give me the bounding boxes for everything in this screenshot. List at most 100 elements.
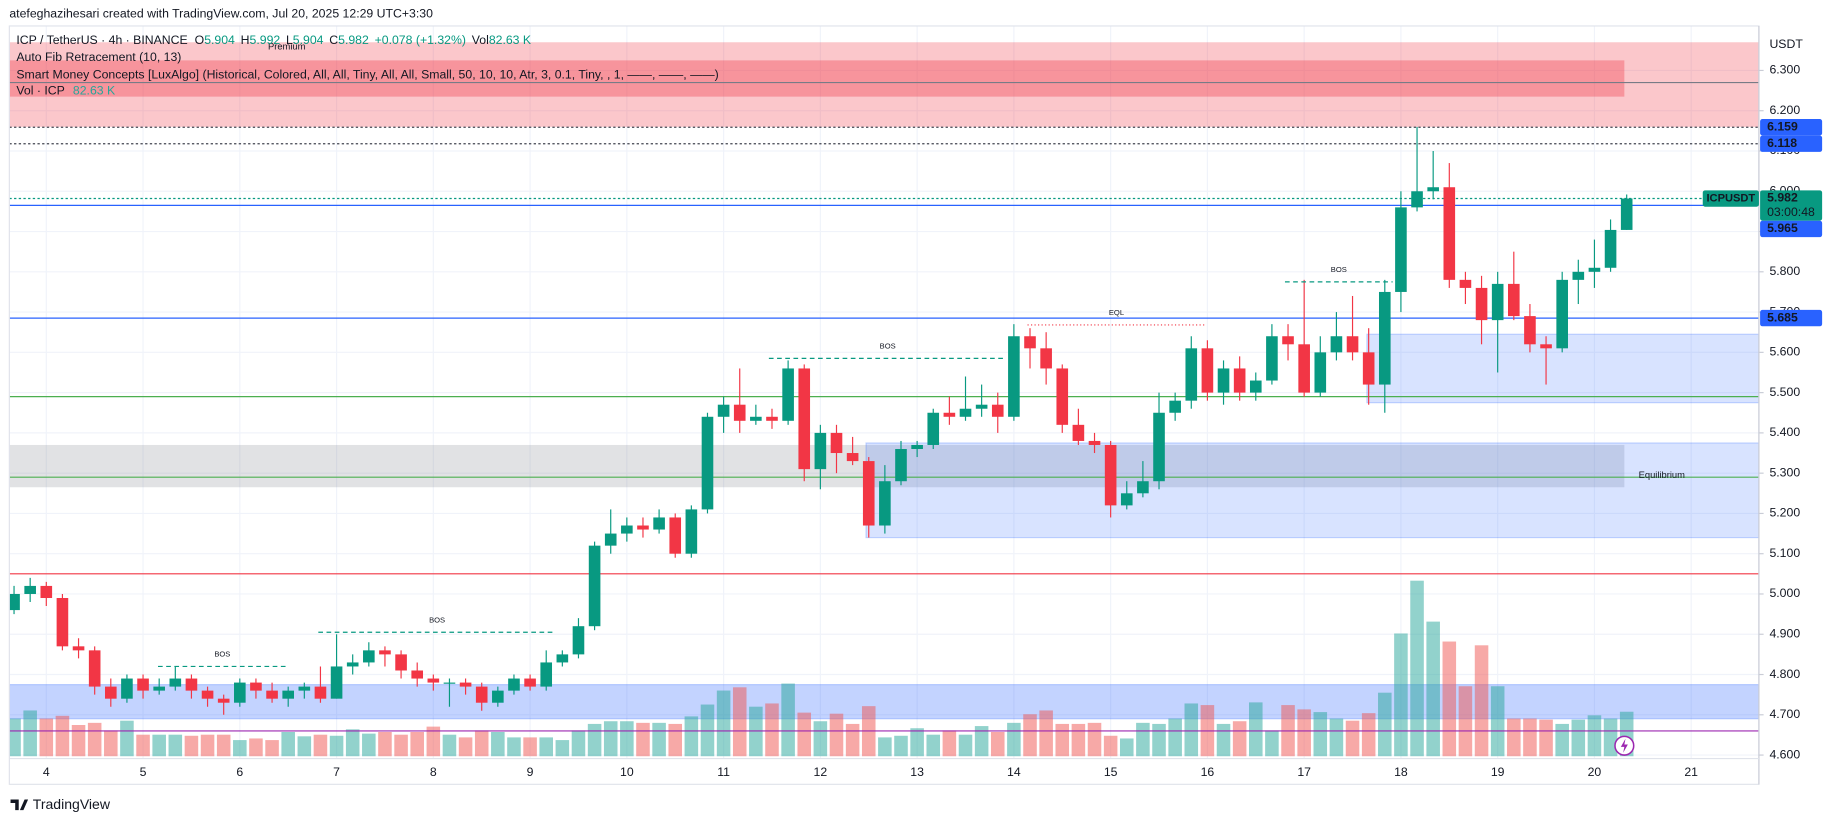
y-tick-label: 5.100 <box>1769 546 1800 560</box>
volume-bar <box>684 716 699 757</box>
indicator-label: Auto Fib Retracement (10, 13) <box>16 50 181 64</box>
volume-bar <box>297 736 312 757</box>
volume-bar <box>39 718 54 757</box>
candle-body <box>927 412 940 445</box>
x-tick-label: 5 <box>140 765 147 779</box>
candle-body <box>234 682 246 703</box>
volume-bar <box>9 718 21 757</box>
volume-bar <box>1007 722 1021 757</box>
candle-body <box>1475 287 1488 321</box>
candle-body <box>88 650 101 687</box>
volume-bar <box>265 740 279 757</box>
legend-key: Vol <box>472 33 489 47</box>
volume-bar <box>1087 722 1102 757</box>
zone-label: Equilibrium <box>1639 470 1685 480</box>
x-tick-label: 15 <box>1104 765 1118 779</box>
structure-label: EQL <box>1109 308 1124 317</box>
candle-body <box>185 678 198 691</box>
candle-body <box>1588 267 1601 272</box>
candle-body <box>346 662 359 667</box>
price-badge <box>1760 309 1823 327</box>
volume-bar <box>555 740 570 757</box>
price-badge <box>1760 190 1823 221</box>
candle-body <box>1604 229 1617 268</box>
volume-bar <box>732 687 747 757</box>
y-tick-label: 6.300 <box>1769 63 1800 77</box>
candle-body <box>1120 493 1133 506</box>
volume-legend-name: Vol · ICP <box>16 84 64 98</box>
candle-body <box>250 682 262 691</box>
volume-bar <box>1119 738 1134 757</box>
candle-body <box>814 432 827 470</box>
volume-bar <box>652 722 666 757</box>
zone-label: Premium <box>268 42 306 52</box>
candle-body <box>314 686 327 699</box>
y-tick-label: 4.600 <box>1769 747 1800 761</box>
indicator-label: Smart Money Concepts [LuxAlgo] (Historic… <box>16 67 718 81</box>
candles <box>9 126 1633 715</box>
volume-bar <box>974 726 989 757</box>
candle-body <box>1233 368 1246 393</box>
volume-bar <box>426 726 441 757</box>
candle-body <box>911 444 923 449</box>
candle-body <box>24 585 36 594</box>
candle-body <box>395 654 407 671</box>
price-badge <box>1760 119 1823 136</box>
y-unit: USDT <box>1769 37 1803 51</box>
candle-body <box>621 525 633 534</box>
y-tick-label: 5.600 <box>1769 345 1800 359</box>
volume-bar <box>1490 686 1505 757</box>
candle-body <box>492 690 504 703</box>
candle-body <box>572 626 585 655</box>
volume-bar <box>1410 580 1424 757</box>
candle-body <box>943 412 956 417</box>
volume-bar <box>1168 718 1182 757</box>
y-tick-label: 4.800 <box>1769 667 1800 681</box>
volume-bar <box>910 728 924 757</box>
candle-body <box>556 654 569 663</box>
candle-body <box>1282 336 1294 345</box>
candle-body <box>475 686 488 703</box>
candle-body <box>1395 207 1407 292</box>
candle-body <box>1427 187 1439 192</box>
volume-bar <box>394 734 408 757</box>
volume-bar <box>636 722 650 757</box>
candle-body <box>1266 336 1278 381</box>
volume-legend: Vol · ICP 82.63 K <box>16 84 116 98</box>
volume-bar <box>523 737 537 757</box>
candle-body <box>169 678 182 687</box>
candle-body <box>1153 412 1165 482</box>
zone <box>9 60 1625 97</box>
legend-value: 5.982 <box>338 33 369 47</box>
candle-body <box>282 690 294 699</box>
x-tick-label: 18 <box>1394 765 1408 779</box>
candle-body <box>427 678 440 683</box>
price-badge-label: 5.982 <box>1767 191 1798 205</box>
volume-bar <box>926 734 941 757</box>
x-tick-label: 17 <box>1297 765 1311 779</box>
volume-bar <box>345 729 360 757</box>
candle-body <box>1088 440 1101 445</box>
candle-body <box>1556 279 1568 349</box>
candle-body <box>1217 368 1230 393</box>
volume-bar <box>1426 621 1440 757</box>
x-tick-label: 12 <box>814 765 828 779</box>
x-tick-label: 16 <box>1201 765 1215 779</box>
volume-bar <box>958 734 973 757</box>
volume-bar <box>1345 720 1360 757</box>
price-badge-label: 6.159 <box>1767 119 1798 133</box>
volume-bar <box>620 721 634 757</box>
volume-bar <box>1152 723 1166 757</box>
candle-body <box>217 698 230 703</box>
candle-body <box>443 682 456 684</box>
volume-bar <box>1136 722 1150 757</box>
x-tick-label: 13 <box>910 765 924 779</box>
candle-body <box>298 686 311 691</box>
grid <box>9 25 1759 759</box>
candle-body <box>685 509 698 554</box>
legend-value: 5.992 <box>250 33 281 47</box>
candle-body <box>895 448 907 482</box>
candle-body <box>1185 348 1198 401</box>
volume-bar <box>87 722 102 757</box>
volume-bar <box>491 732 505 757</box>
